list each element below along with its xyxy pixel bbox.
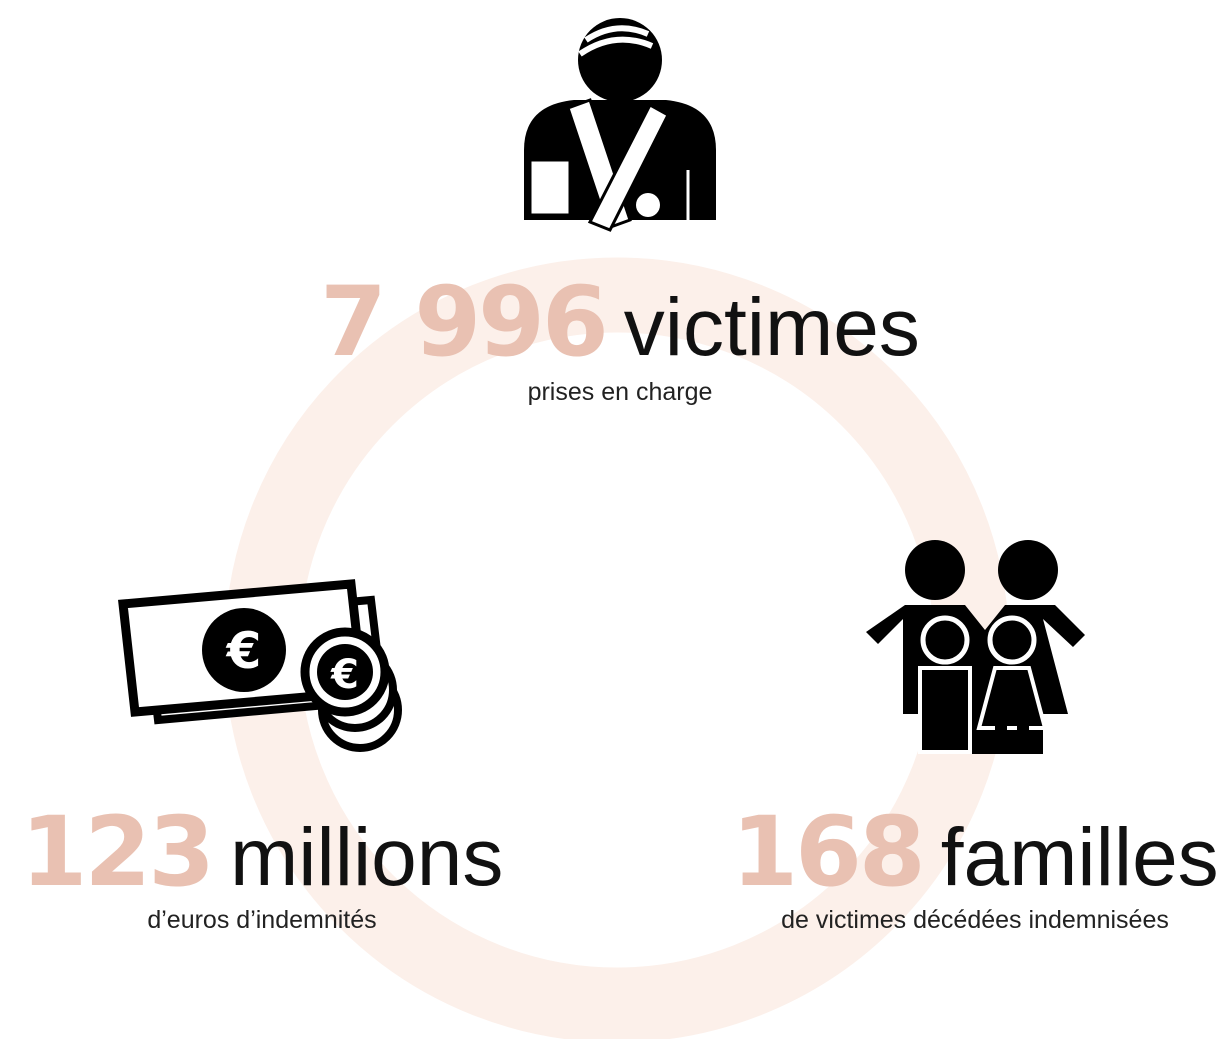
money-icon: € € (118, 579, 402, 752)
stat-number: 123 (21, 796, 212, 908)
stat-word: victimes (624, 282, 920, 373)
stat-number: 7 996 (320, 266, 606, 378)
stat-word: millions (230, 812, 503, 903)
injured-icon (524, 18, 716, 232)
stat-caption: d’euros d’indemnités (147, 906, 376, 934)
stat-caption: prises en charge (528, 378, 713, 406)
svg-text:€: € (330, 652, 359, 698)
stat-headline: 7 996 victimes (320, 266, 920, 378)
stat-word: familles (941, 812, 1219, 903)
svg-text:€: € (226, 622, 262, 680)
stat-headline: 168 familles (731, 796, 1218, 908)
stat-number: 168 (731, 796, 922, 908)
family-icon (866, 540, 1085, 754)
stat-headline: 123 millions (21, 796, 504, 908)
stat-caption: de victimes décédées indemnisées (781, 906, 1169, 934)
